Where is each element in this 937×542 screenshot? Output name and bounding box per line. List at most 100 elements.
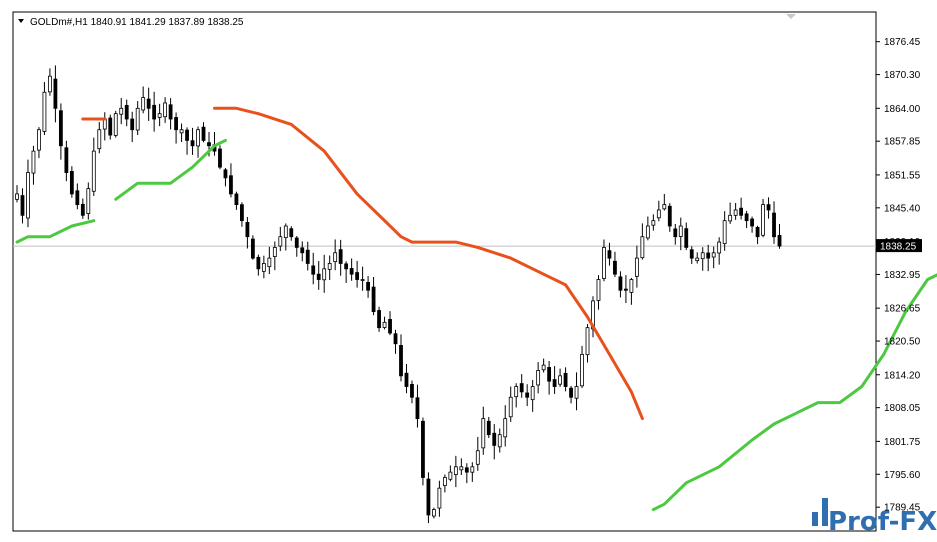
y-tick-label: 1801.75 — [884, 437, 921, 448]
candle-body — [744, 213, 749, 222]
candle-body — [388, 318, 392, 334]
candle-body — [667, 205, 672, 227]
candle — [229, 163, 233, 198]
candle — [766, 197, 771, 219]
candle-body — [53, 78, 58, 109]
candle — [377, 306, 381, 332]
candle-body — [75, 190, 80, 206]
candle-body — [229, 175, 233, 195]
candle — [42, 82, 47, 136]
candle — [91, 137, 96, 196]
candle — [717, 237, 722, 265]
candle-body — [349, 268, 354, 275]
candle-body — [695, 257, 700, 262]
candle-body — [596, 279, 601, 301]
prof-fx-logo: Prof-FX — [812, 498, 937, 537]
candle — [86, 182, 91, 220]
candle — [234, 191, 239, 210]
shift-marker-icon[interactable] — [786, 14, 796, 19]
candle — [569, 385, 573, 404]
candle — [26, 159, 30, 228]
candles-group — [15, 65, 782, 524]
symbol-dropdown-icon[interactable] — [18, 19, 24, 23]
candle — [651, 214, 656, 231]
candle — [585, 324, 590, 363]
candle — [327, 255, 332, 280]
candle — [393, 329, 398, 354]
candle-body — [618, 276, 623, 291]
candle — [245, 216, 250, 249]
candle — [574, 372, 579, 411]
candle — [404, 363, 409, 394]
candle — [618, 271, 623, 298]
candle — [344, 261, 349, 283]
candle — [382, 316, 387, 330]
candle-body — [223, 169, 228, 179]
candle-body — [333, 252, 338, 263]
candle — [399, 334, 403, 382]
logo-bar-icon — [812, 512, 818, 526]
candle — [497, 428, 502, 453]
candle-body — [42, 91, 47, 132]
candle-body — [486, 420, 491, 436]
candle — [541, 358, 546, 373]
candle — [311, 252, 316, 285]
candle-body — [91, 150, 96, 192]
candle-body — [261, 263, 266, 272]
candle — [135, 101, 140, 136]
candle-body — [706, 252, 711, 259]
candle — [744, 210, 749, 229]
candle — [470, 462, 475, 482]
candle — [196, 126, 200, 158]
candle — [536, 362, 541, 394]
candle — [442, 474, 447, 493]
candle — [437, 480, 442, 517]
candle — [80, 198, 85, 219]
y-tick-label: 1789.45 — [884, 503, 921, 514]
candle — [673, 223, 678, 245]
candle-body — [240, 204, 244, 222]
candle — [525, 384, 530, 407]
candle-body — [157, 113, 162, 118]
y-tick-label: 1864.00 — [884, 104, 921, 115]
candle — [684, 222, 689, 251]
candle-body — [673, 228, 678, 238]
candle-body — [245, 222, 250, 238]
candle-body — [366, 282, 370, 291]
candle — [289, 226, 294, 241]
lower-band-line — [651, 273, 937, 512]
candle-body — [267, 257, 272, 268]
candle — [777, 223, 782, 249]
candle — [349, 258, 354, 281]
candle-body — [64, 147, 69, 173]
candle-body — [360, 279, 365, 281]
candle-body — [634, 257, 639, 277]
candle — [453, 455, 458, 488]
candle-body — [108, 117, 113, 136]
candle — [613, 251, 617, 278]
candle — [141, 86, 146, 114]
overlay-group: 1838.25 GOLDm#,H1 1840.91 1841.29 1837.89… — [18, 14, 937, 537]
candle-body — [459, 466, 464, 471]
candle — [733, 202, 738, 220]
candle — [190, 127, 195, 155]
candle — [678, 217, 683, 251]
candle-body — [20, 195, 25, 216]
candle-body — [574, 386, 579, 399]
candle — [185, 127, 189, 155]
candle-body — [185, 129, 189, 141]
candle-body — [58, 110, 63, 147]
candle-body — [152, 104, 157, 120]
candle-body — [113, 113, 118, 136]
candle-body — [645, 225, 650, 239]
candle-body — [141, 97, 146, 111]
candle-body — [481, 418, 486, 449]
candle — [410, 380, 414, 404]
candle-body — [130, 118, 135, 131]
lower-band-line — [15, 219, 96, 244]
candle-body — [541, 364, 546, 371]
candle-body — [174, 117, 178, 131]
y-tick-label: 1870.30 — [884, 70, 921, 81]
candle — [64, 140, 69, 182]
